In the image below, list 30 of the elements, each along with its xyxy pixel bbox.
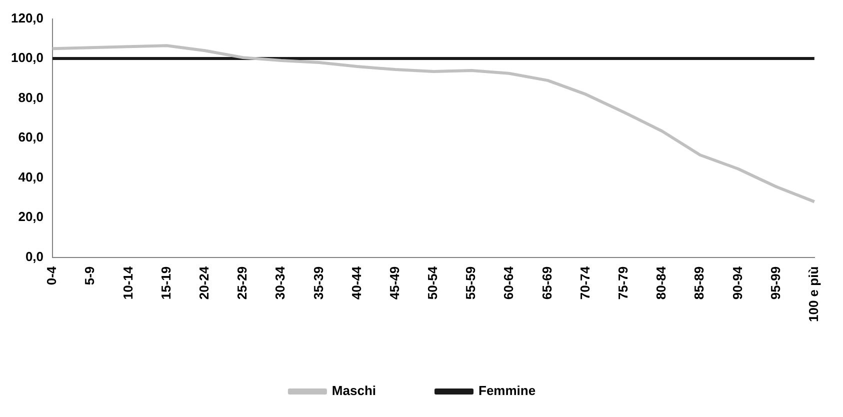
y-tick-label: 20,0 [18, 209, 44, 224]
x-tick-label: 50-54 [425, 266, 440, 300]
x-tick-label: 90-94 [730, 266, 745, 300]
legend-label: Maschi [332, 383, 376, 398]
x-tick-label: 15-19 [158, 266, 174, 300]
y-tick-label: 100,0 [10, 50, 44, 66]
x-tick-label: 75-79 [616, 266, 631, 300]
x-tick-label: 10-14 [120, 266, 136, 300]
x-tick-label: 80-84 [654, 266, 669, 300]
y-tick-label: 40,0 [18, 169, 44, 184]
x-tick-label: 55-59 [463, 266, 478, 300]
x-tick-label: 40-44 [348, 266, 364, 300]
y-tick-label: 60,0 [18, 130, 44, 145]
x-tick-label: 35-39 [310, 266, 326, 300]
y-tick-label: 120,0 [10, 10, 44, 26]
x-tick-label: 30-34 [272, 266, 288, 300]
x-tick-label: 0-4 [44, 266, 60, 286]
x-tick-label: 60-64 [501, 266, 516, 300]
x-tick-label: 65-69 [539, 266, 554, 300]
x-tick-label: 45-49 [386, 266, 402, 300]
x-tick-label: 85-89 [692, 266, 707, 300]
legend-label: Femmine [478, 383, 536, 398]
x-tick-label: 100 e più [806, 266, 821, 322]
x-tick-label: 70-74 [577, 266, 592, 300]
x-tick-label: 5-9 [82, 266, 98, 286]
x-tick-label: 25-29 [234, 266, 250, 300]
x-tick-label: 95-99 [768, 266, 783, 300]
y-tick-label: 0,0 [25, 248, 44, 264]
x-tick-label: 20-24 [196, 266, 212, 300]
y-tick-label: 80,0 [18, 90, 44, 105]
